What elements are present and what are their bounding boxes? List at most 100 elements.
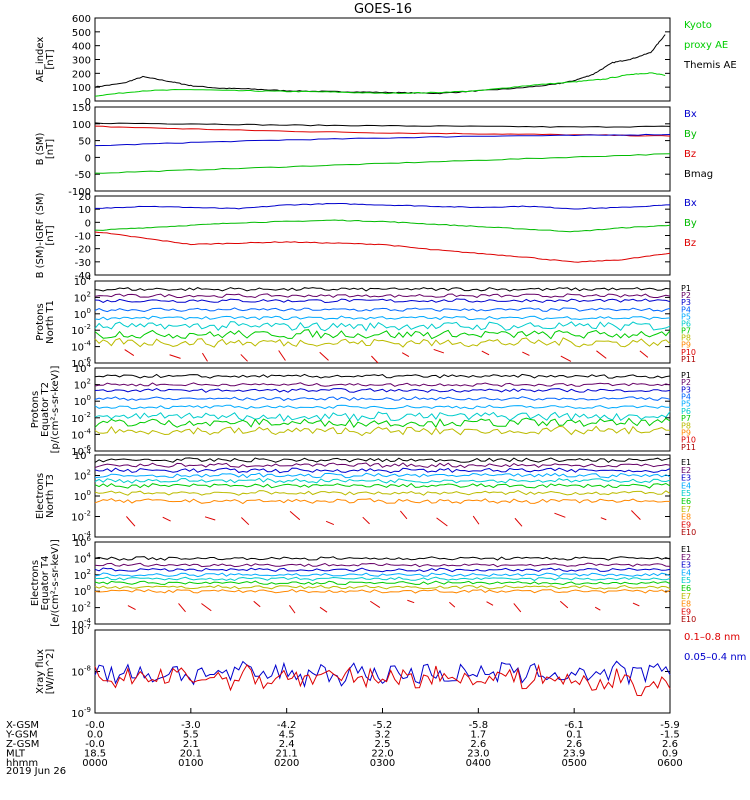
y-tick-exponent: 4	[87, 448, 92, 456]
series-line	[94, 404, 670, 410]
legend-entry: 0.05–0.4 nm	[684, 652, 746, 663]
footer-value: -5.9	[660, 720, 680, 731]
series-line	[94, 580, 671, 586]
footer-value: 23.0	[467, 749, 489, 760]
series-line	[94, 337, 671, 348]
y-tick-exponent: 4	[87, 551, 92, 559]
y-axis-label: [nT]	[45, 225, 56, 245]
series-segment	[253, 600, 261, 608]
series-segment	[472, 515, 480, 525]
y-axis-label: [nT]	[45, 49, 56, 69]
series-segment	[325, 520, 335, 526]
legend-entry: Bz	[684, 238, 696, 249]
y-tick-exponent: -4	[84, 617, 92, 625]
series-segment	[371, 355, 379, 364]
legend-entry: E8	[681, 513, 691, 522]
footer-value: -6.1	[564, 720, 584, 731]
series-line	[94, 122, 671, 128]
series-segment	[124, 349, 135, 356]
series-segment	[632, 602, 640, 607]
legend-entry: P11	[681, 355, 696, 364]
legend-entry: Themis AE	[683, 60, 737, 71]
legend-entry: E8	[681, 600, 691, 609]
series-segment	[127, 605, 136, 610]
series-segment	[278, 350, 286, 361]
legend-entry: E4	[681, 481, 691, 490]
legend-entry: P7	[681, 414, 691, 423]
y-tick-label: 400	[72, 42, 91, 53]
series-segment	[241, 517, 250, 526]
chart-title: GOES-16	[354, 2, 412, 17]
legend-entry: proxy AE	[684, 40, 728, 51]
y-tick-label: 300	[72, 56, 91, 67]
y-tick-exponent: 0	[87, 489, 91, 497]
legend-entry: E1	[681, 458, 691, 467]
footer-value: 2.5	[375, 739, 391, 750]
y-tick-label: -50	[75, 170, 91, 181]
y-tick-exponent: -4	[84, 340, 92, 348]
series-segment	[559, 600, 569, 609]
y-tick-exponent: 2	[87, 469, 91, 477]
series-line	[94, 373, 671, 379]
series-line	[94, 153, 671, 174]
footer-value: 0100	[178, 758, 203, 769]
panel-frame	[94, 106, 671, 192]
footer-row-label: hhmm	[6, 758, 38, 769]
footer-value: -4.2	[277, 720, 297, 731]
series-line	[94, 562, 671, 568]
series-line	[94, 462, 671, 469]
series-line	[94, 34, 666, 95]
series-segment	[125, 516, 136, 527]
y-axis-label: North T3	[45, 474, 56, 518]
legend-entry: E9	[681, 520, 691, 529]
panel-3: 20 10 0 -10 -20 -30 -40 B (SM)-IGRF (SM) [nT] Bx B…	[35, 192, 697, 282]
y-axis-label: [p/(cm²-s-sr-keV)]	[50, 366, 61, 454]
footer-value: 3.2	[375, 730, 391, 741]
series-segment	[162, 516, 171, 522]
footer-value: 20.1	[180, 749, 202, 760]
footer-value: 2.6	[662, 739, 678, 750]
series-segment	[399, 510, 408, 520]
legend-entry: E1	[681, 545, 691, 554]
y-axis-label: Protons	[30, 391, 41, 428]
y-axis-label: [W/m^2]	[45, 649, 56, 695]
y-axis-label: Electrons	[35, 473, 46, 519]
legend-entry: E10	[681, 615, 696, 624]
footer-value: 0000	[82, 758, 107, 769]
series-line	[94, 388, 671, 393]
footer-value: 0.1	[566, 730, 582, 741]
date-label: 2019 Jun 26	[6, 766, 66, 777]
legend-entry: E7	[681, 592, 691, 601]
series-line	[94, 472, 671, 479]
footer-value: 0.0	[87, 730, 103, 741]
legend-entry: Bz	[684, 149, 696, 160]
legend-entry: P3	[681, 385, 691, 394]
legend-entry: E4	[681, 568, 691, 577]
y-tick-label: 0	[85, 97, 91, 108]
footer-value: -0.0	[85, 739, 105, 750]
legend-entry: P9	[681, 341, 691, 350]
y-tick-label: 20	[78, 192, 91, 203]
y-tick-exponent: -2	[84, 510, 91, 518]
y-tick-label: 500	[72, 28, 91, 39]
series-line	[94, 287, 671, 292]
y-tick-label: 50	[78, 137, 91, 148]
legend-entry: P2	[681, 378, 691, 387]
series-segment	[600, 517, 607, 521]
series-line	[94, 298, 671, 304]
legend-entry: P2	[681, 291, 691, 300]
footer-value: 5.5	[183, 730, 199, 741]
series-line	[94, 457, 671, 463]
series-line	[94, 498, 670, 505]
legend-entry: Kyoto	[684, 20, 712, 31]
y-tick-label: -10	[75, 232, 91, 243]
series-segment	[169, 354, 181, 359]
legend-entry: Bx	[684, 109, 697, 120]
legend-entry: Bx	[684, 198, 697, 209]
legend-entry: P6	[681, 319, 691, 328]
y-tick-exponent: -9	[84, 706, 91, 714]
legend-entry: E2	[681, 553, 691, 562]
series-segment	[513, 603, 522, 613]
